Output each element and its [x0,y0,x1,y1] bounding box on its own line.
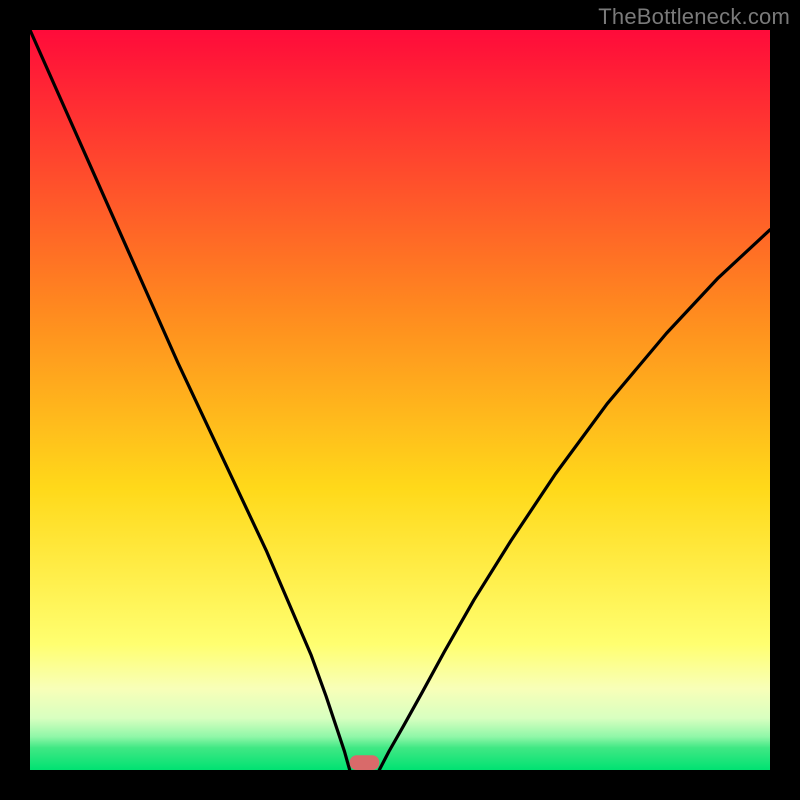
bottleneck-chart [0,0,800,800]
optimal-range-marker [350,755,380,770]
chart-gradient-background [30,30,770,770]
watermark-text: TheBottleneck.com [598,4,790,30]
